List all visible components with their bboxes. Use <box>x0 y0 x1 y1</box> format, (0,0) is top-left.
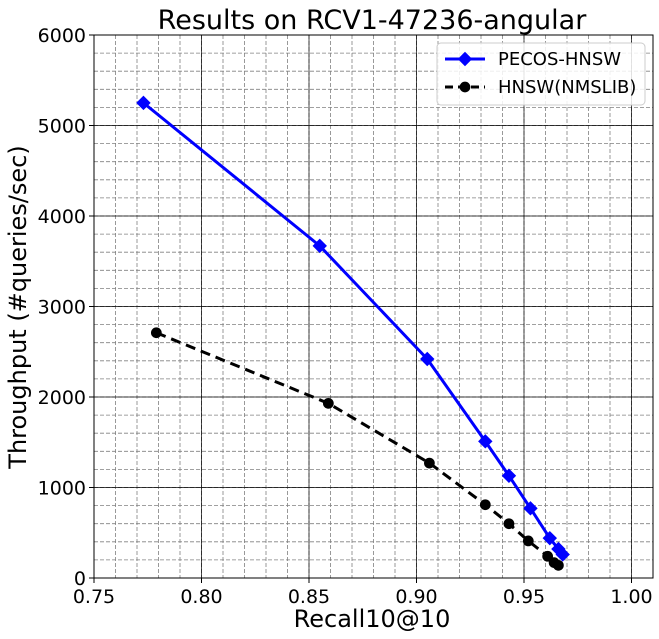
x-tick-label: 0.90 <box>395 586 437 608</box>
y-tick-label: 2000 <box>38 387 86 409</box>
legend-marker-hnsw-nmslib <box>459 81 471 93</box>
y-tick-label: 3000 <box>38 297 86 319</box>
data-point-pecos-hnsw <box>555 547 570 562</box>
legend-box <box>436 42 646 106</box>
data-point-hnsw-nmslib <box>542 550 554 562</box>
legend: PECOS-HNSW HNSW(NMSLIB) <box>436 42 646 106</box>
x-axis-label: Recall10@10 <box>294 605 451 633</box>
data-point-hnsw-nmslib <box>503 518 515 530</box>
data-point-hnsw-nmslib <box>522 535 534 547</box>
legend-entry-hnsw-nmslib: HNSW(NMSLIB) <box>445 77 636 98</box>
series-hnsw-nmslib <box>150 327 564 571</box>
chart-title: Results on RCV1-47236-angular <box>158 5 588 36</box>
y-axis-label: Throughput (#queries/sec) <box>4 145 32 469</box>
legend-label-hnsw-nmslib: HNSW(NMSLIB) <box>498 77 636 98</box>
data-point-hnsw-nmslib <box>150 327 162 339</box>
data-point-pecos-hnsw <box>136 95 151 111</box>
y-tick-label: 0 <box>74 568 86 590</box>
legend-marker-pecos-hnsw <box>457 51 473 67</box>
x-tick-label: 0.95 <box>503 586 545 608</box>
y-tick-label: 1000 <box>38 478 86 500</box>
legend-entry-pecos-hnsw: PECOS-HNSW <box>445 49 621 70</box>
y-tick-label: 6000 <box>38 25 86 47</box>
data-point-pecos-hnsw <box>501 468 517 483</box>
x-tick-label: 0.80 <box>180 586 222 608</box>
y-tick-label: 5000 <box>38 116 86 138</box>
series-pecos-hnsw <box>136 95 570 562</box>
data-point-pecos-hnsw <box>523 501 538 516</box>
data-point-pecos-hnsw <box>542 530 558 546</box>
data-point-pecos-hnsw <box>478 434 493 449</box>
data-point-pecos-hnsw <box>312 238 327 254</box>
x-axis-ticks: 0.75 0.80 0.85 0.90 0.95 1.00 <box>73 578 653 608</box>
data-point-hnsw-nmslib <box>553 559 564 571</box>
x-tick-label: 0.85 <box>288 586 330 608</box>
y-axis-ticks: 0 1000 2000 3000 4000 5000 6000 <box>38 25 94 590</box>
x-tick-label: 1.00 <box>610 586 652 608</box>
data-point-hnsw-nmslib <box>322 397 334 409</box>
legend-label-pecos-hnsw: PECOS-HNSW <box>498 49 621 70</box>
data-point-hnsw-nmslib <box>479 499 491 511</box>
series-layer <box>136 95 570 571</box>
y-tick-label: 4000 <box>38 206 86 228</box>
data-point-pecos-hnsw <box>420 351 435 367</box>
data-point-hnsw-nmslib <box>424 457 435 469</box>
x-tick-label: 0.75 <box>73 586 115 608</box>
